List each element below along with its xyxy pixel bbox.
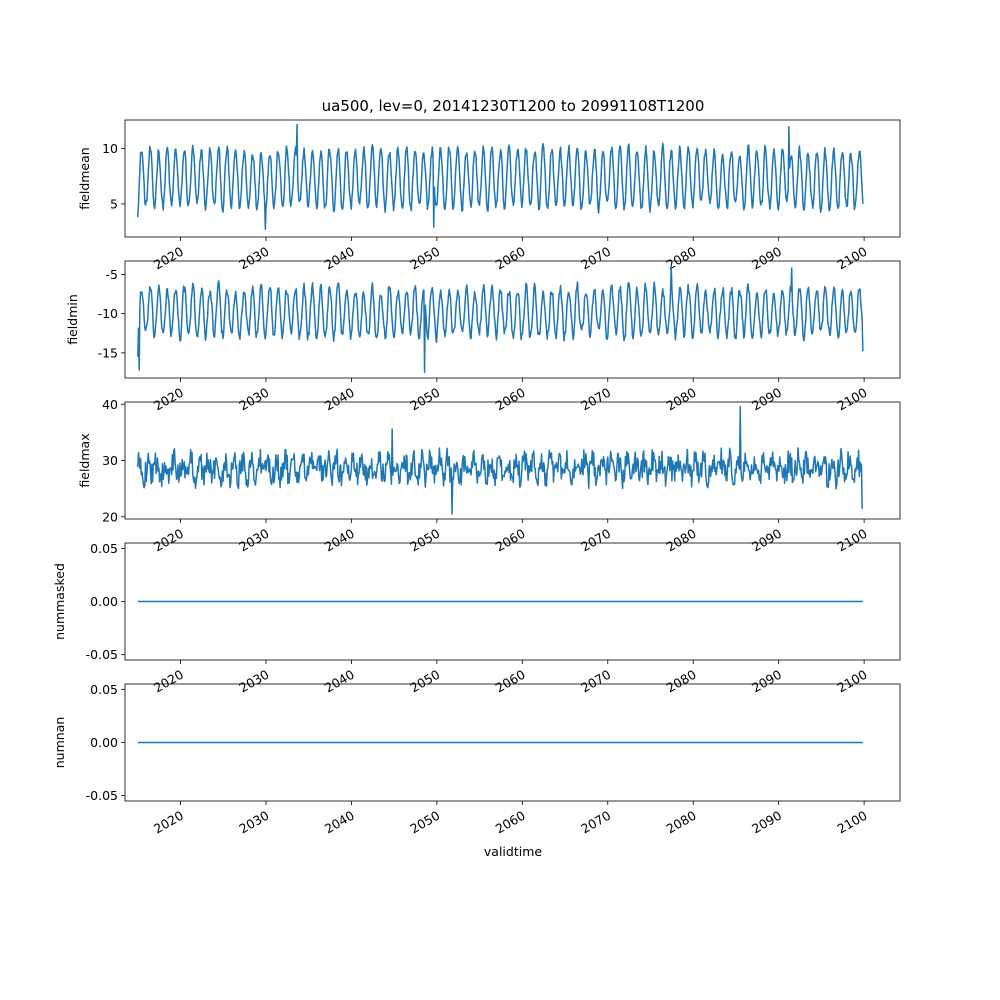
x-tick-label: 2030 bbox=[236, 526, 271, 555]
y-axis-label-numnan: numnan bbox=[52, 717, 67, 769]
x-tick-label: 2080 bbox=[664, 808, 699, 837]
x-tick-label: 2050 bbox=[407, 526, 442, 555]
series-line-fieldmin bbox=[137, 265, 864, 374]
x-tick-label: 2050 bbox=[407, 808, 442, 837]
x-tick-label: 2100 bbox=[835, 385, 870, 414]
y-tick-label: 0.00 bbox=[90, 594, 118, 609]
x-tick-label: 2070 bbox=[578, 244, 613, 273]
x-tick-label: 2070 bbox=[578, 808, 613, 837]
y-tick-label: -0.05 bbox=[86, 647, 118, 662]
subplot-nummasked: -0.05 0.00 0.05 2020 2030 2040 2050 2060 2070 208… bbox=[52, 541, 901, 696]
y-tick-label: 30 bbox=[102, 453, 118, 468]
subplot-numnan: -0.05 0.00 0.05 2020 2030 2040 2050 2060 2070 208… bbox=[52, 682, 901, 837]
x-tick-label: 2060 bbox=[493, 526, 528, 555]
x-tick-label: 2060 bbox=[493, 385, 528, 414]
x-tick-label: 2030 bbox=[236, 667, 271, 696]
x-tick-label: 2020 bbox=[151, 385, 186, 414]
series-line-fieldmean bbox=[137, 123, 864, 231]
x-tick-label: 2040 bbox=[322, 667, 357, 696]
y-tick-label: 0.05 bbox=[90, 541, 118, 556]
y-tick-label: 5 bbox=[110, 196, 118, 211]
x-tick-label: 2020 bbox=[151, 244, 186, 273]
subplot-fieldmean: 5 10 2020 2030 2040 2050 2060 2070 2080 2090 2100 f… bbox=[77, 119, 901, 273]
y-tick-label: -0.05 bbox=[86, 788, 118, 803]
plot-frame-fieldmin bbox=[124, 260, 901, 379]
x-tick-label: 2050 bbox=[407, 244, 442, 273]
x-tick-label: 2090 bbox=[749, 808, 784, 837]
x-tick-label: 2100 bbox=[835, 526, 870, 555]
x-tick-label: 2090 bbox=[749, 667, 784, 696]
x-tick-label: 2020 bbox=[151, 526, 186, 555]
x-tick-label: 2080 bbox=[664, 667, 699, 696]
x-tick-label: 2040 bbox=[322, 385, 357, 414]
x-tick-label: 2070 bbox=[578, 667, 613, 696]
plot-frame-fieldmean bbox=[124, 119, 901, 238]
y-tick-label: 10 bbox=[102, 141, 118, 156]
x-axis-label: validtime bbox=[484, 844, 542, 859]
x-tick-label: 2040 bbox=[322, 244, 357, 273]
x-tick-label: 2070 bbox=[578, 385, 613, 414]
y-tick-label: -15 bbox=[98, 345, 118, 360]
y-axis-label-fieldmean: fieldmean bbox=[77, 147, 92, 209]
y-tick-label: 0.00 bbox=[90, 735, 118, 750]
y-tick-label: -10 bbox=[98, 306, 118, 321]
y-tick-label: 40 bbox=[102, 397, 118, 412]
x-tick-label: 2090 bbox=[749, 244, 784, 273]
x-tick-label: 2080 bbox=[664, 526, 699, 555]
x-tick-label: 2030 bbox=[236, 808, 271, 837]
x-tick-label: 2090 bbox=[749, 385, 784, 414]
x-tick-label: 2080 bbox=[664, 244, 699, 273]
x-tick-label: 2020 bbox=[151, 808, 186, 837]
x-tick-label: 2100 bbox=[835, 244, 870, 273]
y-axis-label-nummasked: nummasked bbox=[52, 563, 67, 640]
y-tick-label: 20 bbox=[102, 509, 118, 524]
x-tick-label: 2060 bbox=[493, 808, 528, 837]
series-line-fieldmax bbox=[137, 405, 863, 515]
chart-title: ua500, lev=0, 20141230T1200 to 20991108T… bbox=[322, 97, 705, 115]
x-tick-label: 2050 bbox=[407, 385, 442, 414]
x-tick-label: 2040 bbox=[322, 808, 357, 837]
y-tick-label: -5 bbox=[106, 267, 118, 282]
subplot-fieldmin: -15 -10 -5 2020 2030 2040 2050 2060 2070 2080 2090… bbox=[65, 260, 901, 414]
y-tick-label: 0.05 bbox=[90, 682, 118, 697]
x-tick-label: 2070 bbox=[578, 526, 613, 555]
x-tick-label: 2090 bbox=[749, 526, 784, 555]
x-tick-label: 2040 bbox=[322, 526, 357, 555]
x-tick-label: 2060 bbox=[493, 667, 528, 696]
x-tick-label: 2060 bbox=[493, 244, 528, 273]
y-axis-label-fieldmax: fieldmax bbox=[77, 433, 92, 487]
x-tick-label: 2100 bbox=[835, 808, 870, 837]
x-tick-label: 2100 bbox=[835, 667, 870, 696]
y-axis-label-fieldmin: fieldmin bbox=[65, 294, 80, 345]
x-tick-label: 2030 bbox=[236, 385, 271, 414]
x-tick-label: 2030 bbox=[236, 244, 271, 273]
x-tick-label: 2050 bbox=[407, 667, 442, 696]
x-tick-label: 2020 bbox=[151, 667, 186, 696]
x-tick-label: 2080 bbox=[664, 385, 699, 414]
